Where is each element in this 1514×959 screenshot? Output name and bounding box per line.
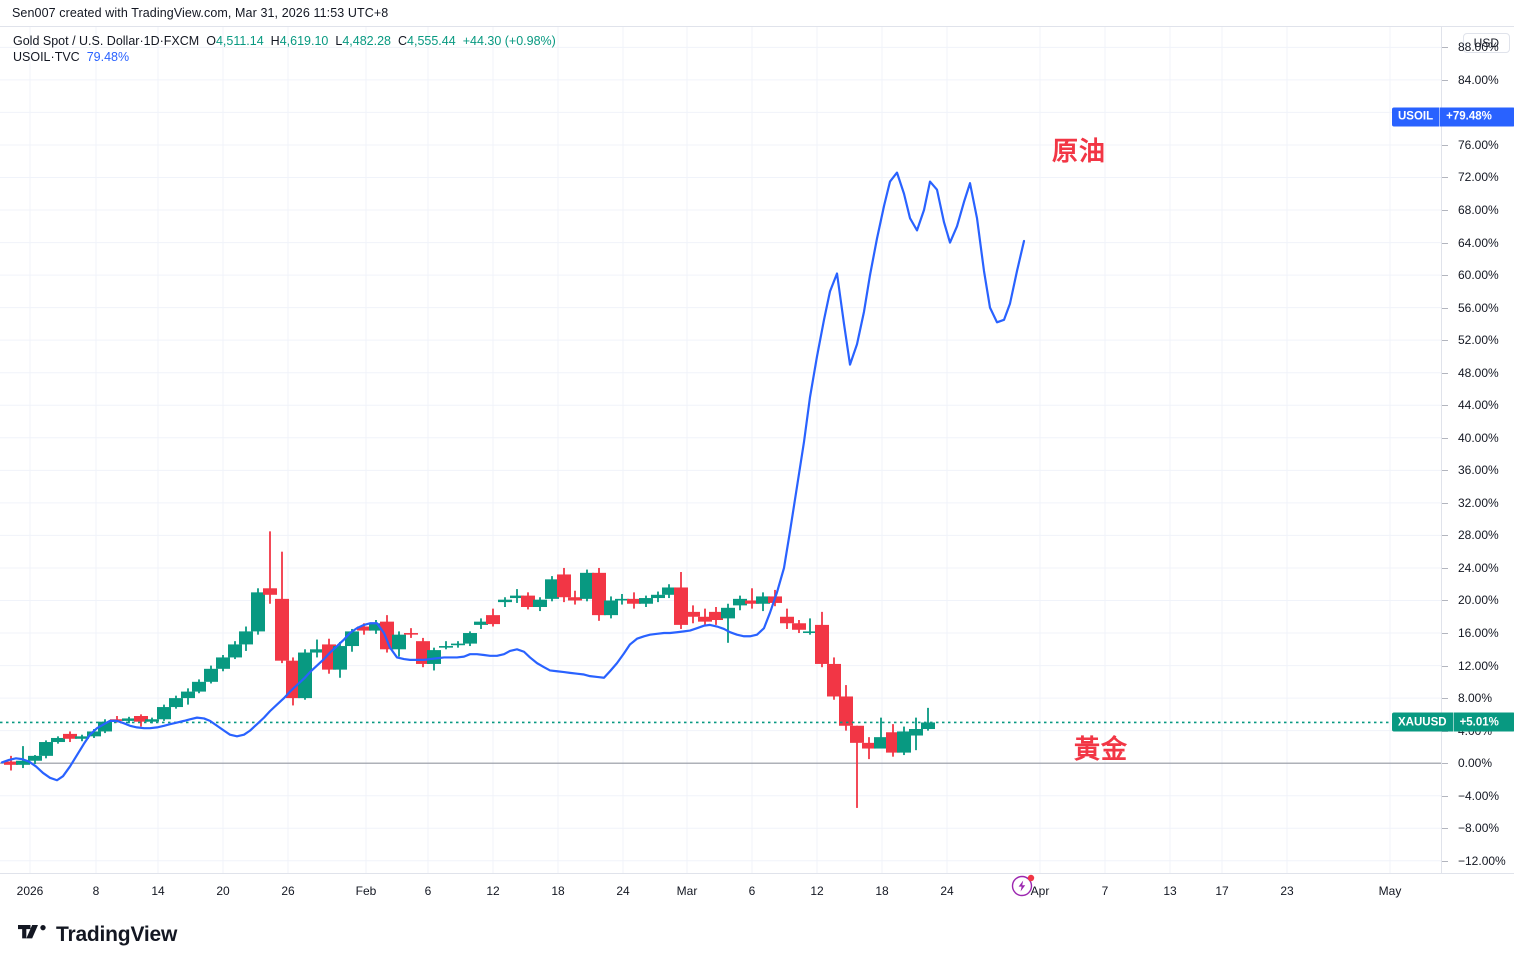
price-tick: 12.00% [1442,659,1514,673]
time-tick: 14 [151,884,165,898]
price-tick: −12.00% [1442,854,1514,868]
chart-frame: Gold Spot / U.S. Dollar · 1D · FXCM O 4,5… [0,26,1514,911]
price-tick: 56.00% [1442,301,1514,315]
price-tick: 68.00% [1442,203,1514,217]
price-tick: 40.00% [1442,431,1514,445]
time-tick: 8 [92,884,100,898]
time-tick: 17 [1215,884,1229,898]
price-badge-usoil[interactable]: USOIL +79.48% [1392,107,1514,127]
price-tick: 76.00% [1442,138,1514,152]
price-tick: 16.00% [1442,626,1514,640]
legend-close-key: C [398,34,408,48]
price-tick: 72.00% [1442,170,1514,184]
legend-low-key: L [335,34,343,48]
legend-high-key: H [270,34,280,48]
legend-main-interval: 1D [143,34,160,48]
legend-compare-exchange: TVC [54,50,80,64]
price-tick: 48.00% [1442,366,1514,380]
price-axis[interactable]: USD 88.00%84.00%80.00%76.00%72.00%68.00%… [1392,27,1514,873]
time-tick: 23 [1280,884,1294,898]
price-tick: 44.00% [1442,398,1514,412]
spark-alert-icon[interactable] [1010,872,1036,898]
price-badge-symbol: USOIL [1398,110,1434,123]
price-tick: 0.00% [1442,756,1514,770]
time-tick: 13 [1163,884,1177,898]
time-tick: Mar [676,884,698,898]
legend-compare-value: 79.48% [86,50,130,64]
annotation-crude-oil: 原油 [1052,136,1107,166]
price-badge-symbol: XAUUSD [1398,716,1447,729]
time-tick: 7 [1101,884,1109,898]
legend-main-exchange: FXCM [163,34,200,48]
time-tick: 12 [810,884,824,898]
tradingview-logo-icon [18,924,48,946]
time-tick: 26 [281,884,295,898]
time-tick: 20 [216,884,230,898]
legend-row-main[interactable]: Gold Spot / U.S. Dollar · 1D · FXCM O 4,5… [13,33,556,49]
price-tick: 52.00% [1442,333,1514,347]
price-tick: 28.00% [1442,528,1514,542]
time-tick: 6 [748,884,756,898]
legend-close-value: 4,555.44 [407,34,456,48]
price-tick: 60.00% [1442,268,1514,282]
price-tick: 64.00% [1442,236,1514,250]
legend-sep-1: · [139,34,144,48]
currency-label[interactable]: USD [1462,33,1510,53]
price-tick: 24.00% [1442,561,1514,575]
price-tick: 20.00% [1442,593,1514,607]
legend-sep-3: · [50,50,55,64]
time-tick: 12 [486,884,500,898]
chart-svg [0,27,1441,873]
chart-plot-area[interactable] [0,27,1441,873]
legend-row-compare[interactable]: USOIL · TVC 79.48% [13,49,556,65]
price-badge-value: +79.48% [1439,107,1514,127]
annotation-gold: 黃金 [1074,734,1129,764]
footer-branding: TradingView [0,910,1514,959]
price-tick: −4.00% [1442,789,1514,803]
time-tick: 6 [424,884,432,898]
time-tick: 24 [940,884,954,898]
time-tick: 24 [616,884,630,898]
chart-legend: Gold Spot / U.S. Dollar · 1D · FXCM O 4,5… [13,33,556,65]
legend-change-value: +44.30 (+0.98%) [462,34,556,48]
time-tick: 2026 [16,884,44,898]
legend-main-title: Gold Spot / U.S. Dollar [13,34,140,48]
legend-sep-2: · [159,34,164,48]
time-tick: 18 [875,884,889,898]
price-tick: 8.00% [1442,691,1514,705]
time-tick: 18 [551,884,565,898]
price-badge-value: +5.01% [1452,712,1514,732]
price-tick: 88.00% [1442,40,1514,54]
time-axis[interactable]: 2026 8 14 20 26 Feb 6 12 18 24 Mar 6 12 18 24 Apr 7 13 17 2… [0,873,1514,911]
legend-compare-title: USOIL [13,50,51,64]
time-tick: May [1378,884,1402,898]
price-badge-xauusd[interactable]: XAUUSD +5.01% [1392,712,1514,732]
price-tick: 36.00% [1442,463,1514,477]
legend-high-value: 4,619.10 [279,34,329,48]
legend-open-value: 4,511.14 [215,34,264,48]
price-tick: 84.00% [1442,73,1514,87]
tradingview-watermark: Sen007 created with TradingView.com, Mar… [12,6,389,20]
legend-low-value: 4,482.28 [342,34,391,48]
time-tick: Apr [1030,884,1050,898]
legend-open-key: O [206,34,216,48]
tradingview-wordmark: TradingView [56,923,178,946]
time-tick: Feb [355,884,377,898]
price-tick: 32.00% [1442,496,1514,510]
price-tick: −8.00% [1442,821,1514,835]
